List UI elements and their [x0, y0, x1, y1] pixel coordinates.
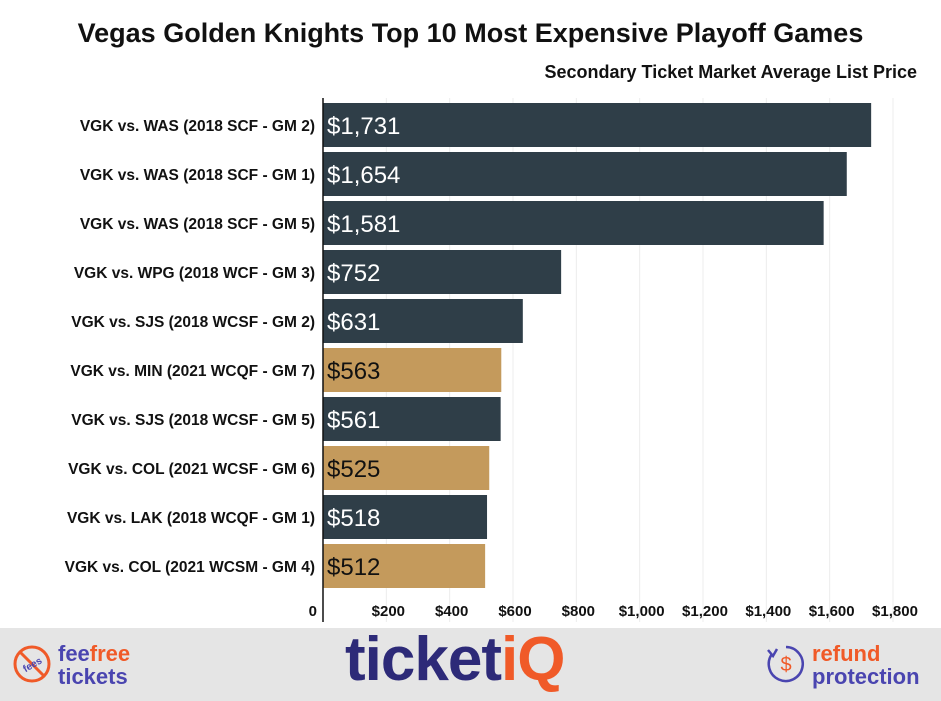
category-label: VGK vs. SJS (2018 WCSF - GM 2) — [71, 314, 315, 331]
value-label: $561 — [327, 407, 380, 434]
category-label: VGK vs. WPG (2018 WCF - GM 3) — [74, 265, 315, 282]
chart-subtitle: Secondary Ticket Market Average List Pri… — [544, 62, 917, 82]
x-tick-label: $600 — [498, 603, 531, 620]
ticketiq-logo: ticketiQ — [345, 624, 565, 695]
refund-icon: $ — [767, 645, 804, 683]
category-label: VGK vs. WAS (2018 SCF - GM 2) — [80, 118, 315, 135]
value-label: $512 — [327, 554, 380, 581]
feefree-tickets-logo: feefree tickets — [58, 642, 130, 688]
x-tick-label: $800 — [562, 603, 595, 620]
logo-text-b: iQ — [500, 625, 565, 694]
value-label: $1,731 — [327, 113, 400, 140]
logo-text-a: ticket — [345, 625, 502, 694]
category-label: VGK vs. COL (2021 WCSF - GM 6) — [68, 461, 315, 478]
bar — [323, 446, 490, 490]
value-label: $525 — [327, 456, 380, 483]
x-tick-label: $1,400 — [745, 603, 791, 620]
chart-title: Vegas Golden Knights Top 10 Most Expensi… — [77, 18, 864, 48]
category-label: VGK vs. SJS (2018 WCSF - GM 5) — [71, 412, 315, 429]
value-label: $1,581 — [327, 211, 400, 238]
footer: fees feefree tickets ticketiQ $ refund p… — [0, 625, 941, 701]
protection-text: protection — [812, 664, 920, 689]
x-tick-label: $1,200 — [682, 603, 728, 620]
value-label: $1,654 — [327, 162, 400, 189]
feefree-text-b: free — [89, 641, 131, 666]
x-tick-label: $200 — [372, 603, 405, 620]
bar — [323, 152, 847, 196]
refund-text: refund — [812, 641, 881, 666]
bar — [323, 103, 872, 147]
value-label: $563 — [327, 358, 380, 385]
value-label: $631 — [327, 309, 380, 336]
no-fees-icon: fees — [13, 645, 51, 683]
category-label: VGK vs. WAS (2018 SCF - GM 1) — [80, 167, 315, 184]
x-tick-label: $1,800 — [872, 603, 918, 620]
x-tick-label: 0 — [309, 603, 317, 620]
refund-protection-logo: refund protection — [812, 642, 920, 688]
bar — [323, 299, 523, 343]
bar — [323, 348, 502, 392]
bar — [323, 397, 501, 441]
feefree-text-a: fee — [58, 641, 90, 666]
category-label: VGK vs. LAK (2018 WCQF - GM 1) — [67, 510, 315, 527]
feefree-text-c: tickets — [58, 664, 128, 689]
bar — [323, 495, 488, 539]
bar — [323, 250, 562, 294]
category-label: VGK vs. WAS (2018 SCF - GM 5) — [80, 216, 315, 233]
bar — [323, 544, 486, 588]
value-label: $752 — [327, 260, 380, 287]
x-tick-label: $1,000 — [619, 603, 665, 620]
dollar-sign: $ — [780, 654, 791, 676]
value-label: $518 — [327, 505, 380, 532]
category-label: VGK vs. COL (2021 WCSM - GM 4) — [65, 559, 315, 576]
bar — [323, 201, 824, 245]
x-tick-label: $1,600 — [809, 603, 855, 620]
x-tick-label: $400 — [435, 603, 468, 620]
bar-chart: 0 $200 $400 $600 $800 $1,000 $1,200 $1,400 $1,60… — [65, 98, 918, 622]
category-label: VGK vs. MIN (2021 WCQF - GM 7) — [70, 363, 315, 380]
